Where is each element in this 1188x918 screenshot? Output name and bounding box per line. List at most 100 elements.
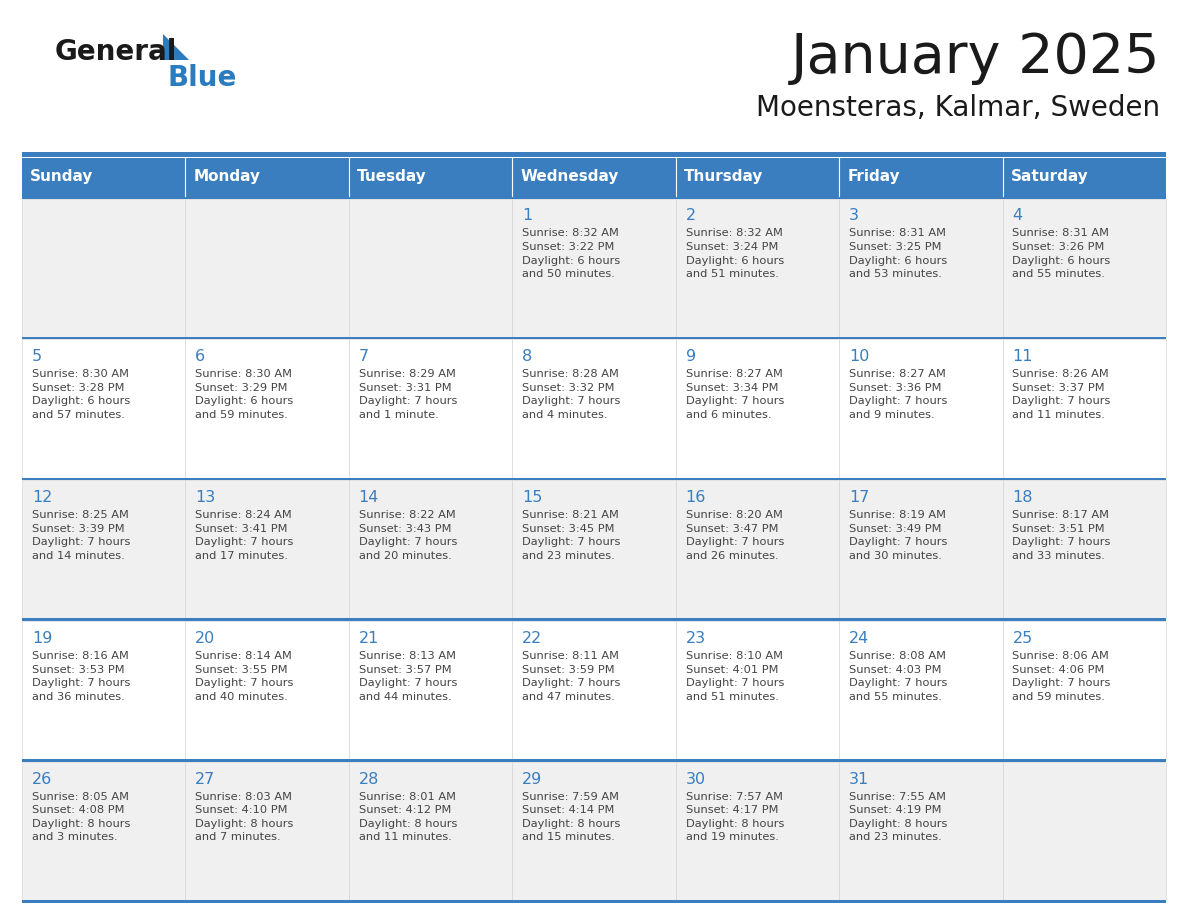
Text: Sunrise: 8:27 AM
Sunset: 3:36 PM
Daylight: 7 hours
and 9 minutes.: Sunrise: 8:27 AM Sunset: 3:36 PM Dayligh… bbox=[849, 369, 947, 420]
Text: 14: 14 bbox=[359, 490, 379, 505]
Text: Wednesday: Wednesday bbox=[520, 170, 619, 185]
Text: 3: 3 bbox=[849, 208, 859, 223]
Bar bbox=[839, 480, 1003, 619]
Bar bbox=[1003, 158, 1165, 196]
Bar bbox=[839, 198, 1003, 337]
Text: 10: 10 bbox=[849, 350, 870, 364]
Text: Sunrise: 8:03 AM
Sunset: 4:10 PM
Daylight: 8 hours
and 7 minutes.: Sunrise: 8:03 AM Sunset: 4:10 PM Dayligh… bbox=[195, 791, 293, 843]
Text: Sunrise: 7:57 AM
Sunset: 4:17 PM
Daylight: 8 hours
and 19 minutes.: Sunrise: 7:57 AM Sunset: 4:17 PM Dayligh… bbox=[685, 791, 784, 843]
Text: Sunrise: 8:20 AM
Sunset: 3:47 PM
Daylight: 7 hours
and 26 minutes.: Sunrise: 8:20 AM Sunset: 3:47 PM Dayligh… bbox=[685, 510, 784, 561]
Bar bbox=[676, 198, 839, 337]
Text: 26: 26 bbox=[32, 772, 52, 787]
Text: Sunrise: 8:32 AM
Sunset: 3:22 PM
Daylight: 6 hours
and 50 minutes.: Sunrise: 8:32 AM Sunset: 3:22 PM Dayligh… bbox=[522, 229, 620, 279]
Text: 4: 4 bbox=[1012, 208, 1023, 223]
Text: Sunrise: 8:28 AM
Sunset: 3:32 PM
Daylight: 7 hours
and 4 minutes.: Sunrise: 8:28 AM Sunset: 3:32 PM Dayligh… bbox=[522, 369, 620, 420]
Text: 12: 12 bbox=[32, 490, 52, 505]
Text: 16: 16 bbox=[685, 490, 706, 505]
Text: Sunrise: 8:30 AM
Sunset: 3:28 PM
Daylight: 6 hours
and 57 minutes.: Sunrise: 8:30 AM Sunset: 3:28 PM Dayligh… bbox=[32, 369, 129, 420]
Text: 25: 25 bbox=[1012, 631, 1032, 646]
Bar bbox=[839, 621, 1003, 759]
Bar bbox=[23, 619, 1165, 621]
Text: Thursday: Thursday bbox=[684, 170, 763, 185]
Text: Sunrise: 8:08 AM
Sunset: 4:03 PM
Daylight: 7 hours
and 55 minutes.: Sunrise: 8:08 AM Sunset: 4:03 PM Dayligh… bbox=[849, 651, 947, 701]
Text: 19: 19 bbox=[32, 631, 52, 646]
Text: Sunrise: 8:32 AM
Sunset: 3:24 PM
Daylight: 6 hours
and 51 minutes.: Sunrise: 8:32 AM Sunset: 3:24 PM Dayligh… bbox=[685, 229, 784, 279]
Text: Sunrise: 8:22 AM
Sunset: 3:43 PM
Daylight: 7 hours
and 20 minutes.: Sunrise: 8:22 AM Sunset: 3:43 PM Dayligh… bbox=[359, 510, 457, 561]
Text: 18: 18 bbox=[1012, 490, 1032, 505]
Text: January 2025: January 2025 bbox=[790, 31, 1159, 85]
Text: Sunrise: 8:27 AM
Sunset: 3:34 PM
Daylight: 7 hours
and 6 minutes.: Sunrise: 8:27 AM Sunset: 3:34 PM Dayligh… bbox=[685, 369, 784, 420]
Bar bbox=[23, 477, 1165, 480]
Text: Sunrise: 8:16 AM
Sunset: 3:53 PM
Daylight: 7 hours
and 36 minutes.: Sunrise: 8:16 AM Sunset: 3:53 PM Dayligh… bbox=[32, 651, 131, 701]
Text: Saturday: Saturday bbox=[1011, 170, 1088, 185]
Text: Sunrise: 8:25 AM
Sunset: 3:39 PM
Daylight: 7 hours
and 14 minutes.: Sunrise: 8:25 AM Sunset: 3:39 PM Dayligh… bbox=[32, 510, 131, 561]
Text: 1: 1 bbox=[522, 208, 532, 223]
Bar bbox=[512, 158, 676, 196]
Text: Moensteras, Kalmar, Sweden: Moensteras, Kalmar, Sweden bbox=[756, 94, 1159, 122]
Text: Sunrise: 8:19 AM
Sunset: 3:49 PM
Daylight: 7 hours
and 30 minutes.: Sunrise: 8:19 AM Sunset: 3:49 PM Dayligh… bbox=[849, 510, 947, 561]
Text: Sunrise: 8:10 AM
Sunset: 4:01 PM
Daylight: 7 hours
and 51 minutes.: Sunrise: 8:10 AM Sunset: 4:01 PM Dayligh… bbox=[685, 651, 784, 701]
Bar bbox=[1003, 762, 1165, 900]
Text: 17: 17 bbox=[849, 490, 870, 505]
Text: Blue: Blue bbox=[168, 64, 236, 92]
Text: Sunrise: 8:21 AM
Sunset: 3:45 PM
Daylight: 7 hours
and 23 minutes.: Sunrise: 8:21 AM Sunset: 3:45 PM Dayligh… bbox=[522, 510, 620, 561]
Text: 7: 7 bbox=[359, 350, 368, 364]
Text: 2: 2 bbox=[685, 208, 696, 223]
Text: 24: 24 bbox=[849, 631, 870, 646]
Bar bbox=[839, 340, 1003, 477]
Text: Friday: Friday bbox=[847, 170, 901, 185]
Bar bbox=[23, 480, 185, 619]
Text: Monday: Monday bbox=[194, 170, 260, 185]
Text: Sunrise: 8:01 AM
Sunset: 4:12 PM
Daylight: 8 hours
and 11 minutes.: Sunrise: 8:01 AM Sunset: 4:12 PM Dayligh… bbox=[359, 791, 457, 843]
Text: 30: 30 bbox=[685, 772, 706, 787]
Bar bbox=[349, 480, 512, 619]
Text: Sunrise: 8:13 AM
Sunset: 3:57 PM
Daylight: 7 hours
and 44 minutes.: Sunrise: 8:13 AM Sunset: 3:57 PM Dayligh… bbox=[359, 651, 457, 701]
Text: Sunrise: 8:29 AM
Sunset: 3:31 PM
Daylight: 7 hours
and 1 minute.: Sunrise: 8:29 AM Sunset: 3:31 PM Dayligh… bbox=[359, 369, 457, 420]
Text: 20: 20 bbox=[195, 631, 215, 646]
Bar bbox=[23, 196, 1165, 198]
Bar bbox=[349, 762, 512, 900]
Bar bbox=[23, 337, 1165, 340]
Bar bbox=[839, 762, 1003, 900]
Text: Sunrise: 8:11 AM
Sunset: 3:59 PM
Daylight: 7 hours
and 47 minutes.: Sunrise: 8:11 AM Sunset: 3:59 PM Dayligh… bbox=[522, 651, 620, 701]
Bar bbox=[676, 621, 839, 759]
Text: Sunrise: 8:24 AM
Sunset: 3:41 PM
Daylight: 7 hours
and 17 minutes.: Sunrise: 8:24 AM Sunset: 3:41 PM Dayligh… bbox=[195, 510, 293, 561]
Bar bbox=[185, 762, 349, 900]
Bar bbox=[23, 759, 1165, 762]
Bar bbox=[185, 198, 349, 337]
Bar bbox=[512, 340, 676, 477]
Text: 15: 15 bbox=[522, 490, 543, 505]
Bar bbox=[512, 198, 676, 337]
Text: Sunrise: 8:31 AM
Sunset: 3:25 PM
Daylight: 6 hours
and 53 minutes.: Sunrise: 8:31 AM Sunset: 3:25 PM Dayligh… bbox=[849, 229, 947, 279]
Bar bbox=[1003, 480, 1165, 619]
Bar bbox=[349, 198, 512, 337]
Text: Sunrise: 8:26 AM
Sunset: 3:37 PM
Daylight: 7 hours
and 11 minutes.: Sunrise: 8:26 AM Sunset: 3:37 PM Dayligh… bbox=[1012, 369, 1111, 420]
Text: 11: 11 bbox=[1012, 350, 1032, 364]
Bar bbox=[185, 621, 349, 759]
Bar bbox=[676, 340, 839, 477]
Bar bbox=[185, 340, 349, 477]
Text: 31: 31 bbox=[849, 772, 870, 787]
Text: Sunrise: 7:59 AM
Sunset: 4:14 PM
Daylight: 8 hours
and 15 minutes.: Sunrise: 7:59 AM Sunset: 4:14 PM Dayligh… bbox=[522, 791, 620, 843]
Text: General: General bbox=[55, 38, 177, 66]
Bar bbox=[1003, 621, 1165, 759]
Bar bbox=[185, 480, 349, 619]
Bar bbox=[512, 762, 676, 900]
Bar bbox=[185, 158, 349, 196]
Text: 28: 28 bbox=[359, 772, 379, 787]
Text: Sunrise: 7:55 AM
Sunset: 4:19 PM
Daylight: 8 hours
and 23 minutes.: Sunrise: 7:55 AM Sunset: 4:19 PM Dayligh… bbox=[849, 791, 947, 843]
Text: 9: 9 bbox=[685, 350, 696, 364]
Bar bbox=[23, 621, 185, 759]
Text: Sunday: Sunday bbox=[30, 170, 94, 185]
Polygon shape bbox=[163, 34, 189, 60]
Text: Sunrise: 8:30 AM
Sunset: 3:29 PM
Daylight: 6 hours
and 59 minutes.: Sunrise: 8:30 AM Sunset: 3:29 PM Dayligh… bbox=[195, 369, 293, 420]
Text: Sunrise: 8:14 AM
Sunset: 3:55 PM
Daylight: 7 hours
and 40 minutes.: Sunrise: 8:14 AM Sunset: 3:55 PM Dayligh… bbox=[195, 651, 293, 701]
Bar bbox=[1003, 340, 1165, 477]
Bar bbox=[23, 158, 185, 196]
Text: 27: 27 bbox=[195, 772, 215, 787]
Bar bbox=[23, 340, 185, 477]
Bar bbox=[23, 152, 1165, 157]
Bar bbox=[23, 198, 185, 337]
Bar bbox=[1003, 198, 1165, 337]
Bar bbox=[676, 158, 839, 196]
